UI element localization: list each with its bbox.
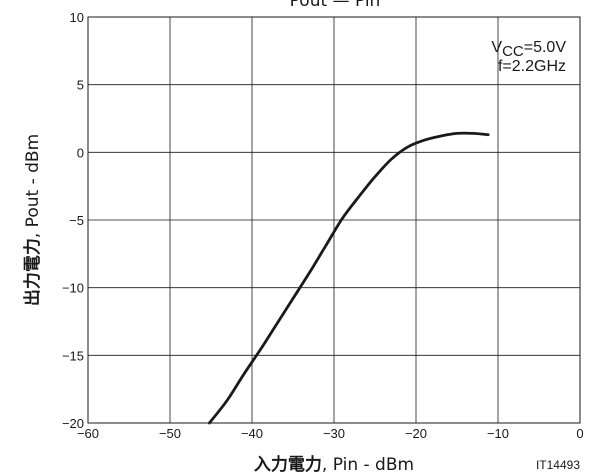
pout-vs-pin-line <box>208 131 490 425</box>
x-tick-label: −10 <box>487 426 509 441</box>
x-tick-label: −50 <box>159 426 181 441</box>
y-tick-label: 0 <box>77 145 84 160</box>
y-tick-label: −10 <box>62 281 84 296</box>
x-tick-label: −60 <box>77 426 99 441</box>
x-tick-labels: −60 −50 −40 −30 −20 −10 0 <box>77 426 584 441</box>
y-tick-label: 10 <box>70 10 84 25</box>
figure-code: IT14493 <box>536 458 580 472</box>
frequency-annotation: f=2.2GHz <box>498 58 566 75</box>
y-axis-title-en: , Pout - dBm <box>23 134 43 238</box>
y-tick-label: −20 <box>62 416 84 431</box>
chart-title: Pout — Pin <box>290 0 381 11</box>
x-tick-label: −40 <box>241 426 263 441</box>
y-tick-label: 5 <box>77 78 84 93</box>
x-axis-title: 入力電力, Pin - dBm <box>254 454 414 475</box>
series-group <box>208 131 490 425</box>
y-axis-title: 出力電力, Pout - dBm <box>22 134 43 306</box>
x-tick-label: 0 <box>576 426 583 441</box>
vcc-value: =5.0V <box>524 39 567 56</box>
vcc-subscript: CC <box>502 43 524 60</box>
x-tick-label: −20 <box>405 426 427 441</box>
x-tick-label: −30 <box>323 426 345 441</box>
x-axis-title-jp: 入力電力 <box>254 454 322 475</box>
y-tick-labels: −20 −15 −10 −5 0 5 10 <box>62 10 84 431</box>
plot-frame <box>87 16 581 424</box>
y-tick-label: −5 <box>69 213 84 228</box>
vcc-main: V <box>491 39 502 56</box>
x-axis-title-en: , Pin - dBm <box>322 455 414 475</box>
y-tick-label: −15 <box>62 348 84 363</box>
y-axis-title-jp: 出力電力 <box>22 238 43 306</box>
vcc-annotation: VCC=5.0V <box>491 39 566 60</box>
